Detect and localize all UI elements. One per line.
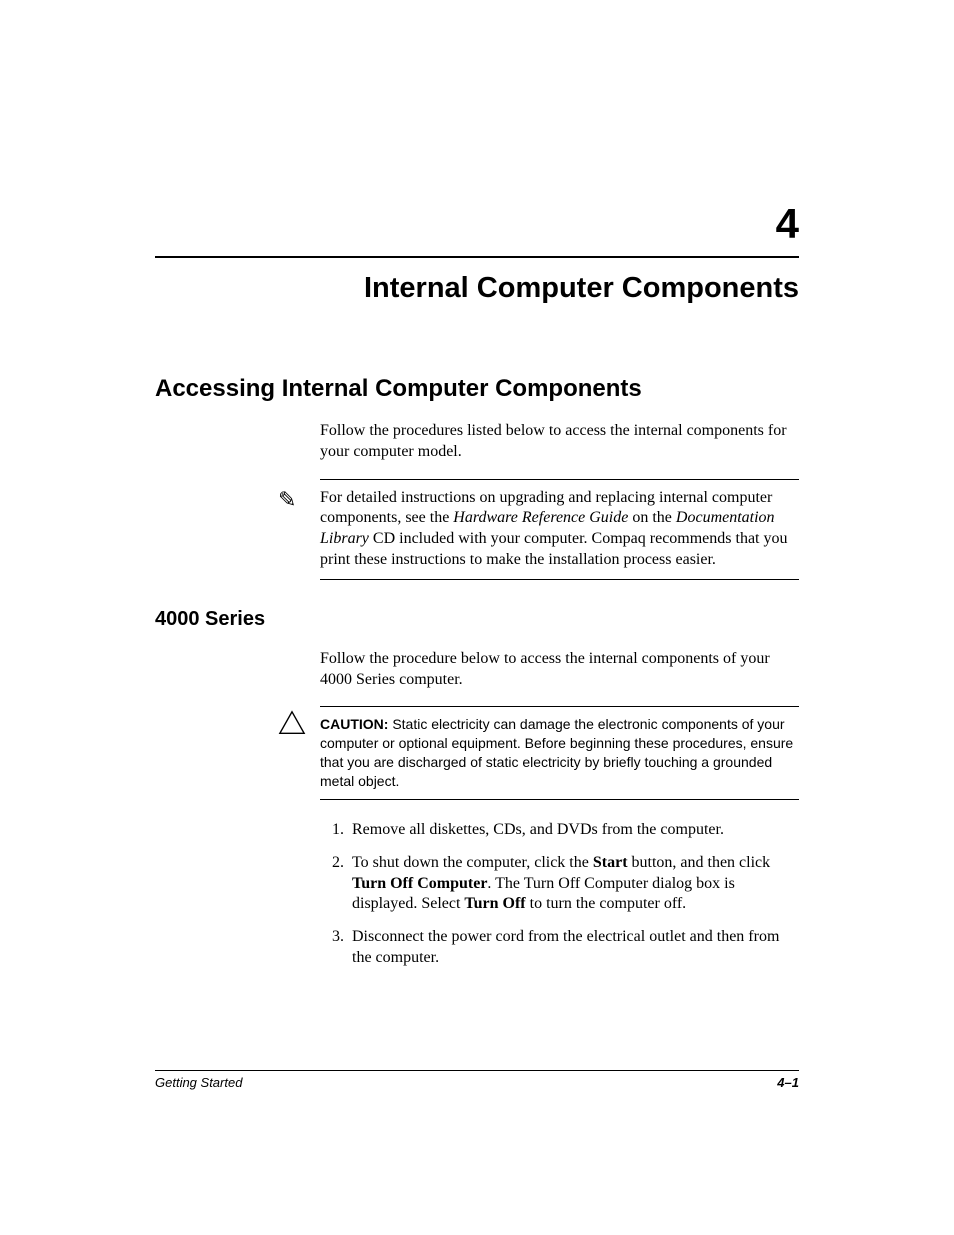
section-intro: Follow the procedures listed below to ac… <box>320 421 799 463</box>
caution-label: CAUTION: <box>320 716 388 732</box>
steps-list: Remove all diskettes, CDs, and DVDs from… <box>320 820 799 969</box>
step-3: Disconnect the power cord from the elect… <box>348 927 799 969</box>
section-title: Accessing Internal Computer Components <box>155 375 799 403</box>
page-footer: Getting Started 4–1 <box>155 1070 799 1090</box>
step-2: To shut down the computer, click the Sta… <box>348 853 799 915</box>
footer-rule <box>155 1070 799 1071</box>
footer-right: 4–1 <box>777 1075 799 1090</box>
pencil-note-icon: ✎ <box>278 486 296 515</box>
chapter-number: 4 <box>155 200 799 248</box>
chapter-title: Internal Computer Components <box>155 272 799 305</box>
step-1: Remove all diskettes, CDs, and DVDs from… <box>348 820 799 841</box>
caution-triangle-icon <box>278 709 306 742</box>
subsection-intro: Follow the procedure below to access the… <box>320 649 799 691</box>
caution-text: Static electricity can damage the electr… <box>320 716 793 789</box>
step-2-bold-start: Start <box>593 854 628 871</box>
step-2-bold-turnoffcomputer: Turn Off Computer <box>352 875 487 892</box>
note-text-mid: on the <box>628 509 676 526</box>
note-text-post: CD included with your computer. Compaq r… <box>320 530 788 568</box>
step-2-c: button, and then click <box>628 854 771 871</box>
step-2-e: to turn the computer off. <box>526 895 687 912</box>
note-ref-1: Hardware Reference Guide <box>453 509 628 526</box>
footer-left: Getting Started <box>155 1075 242 1090</box>
page: 4 Internal Computer Components Accessing… <box>0 0 954 969</box>
chapter-rule <box>155 256 799 258</box>
footer-row: Getting Started 4–1 <box>155 1075 799 1090</box>
note-box: ✎ For detailed instructions on upgrading… <box>320 479 799 580</box>
subsection-title: 4000 Series <box>155 608 799 631</box>
step-2-bold-turnoff: Turn Off <box>464 895 525 912</box>
caution-box: CAUTION: Static electricity can damage t… <box>320 706 799 800</box>
step-2-a: To shut down the computer, click the <box>352 854 593 871</box>
